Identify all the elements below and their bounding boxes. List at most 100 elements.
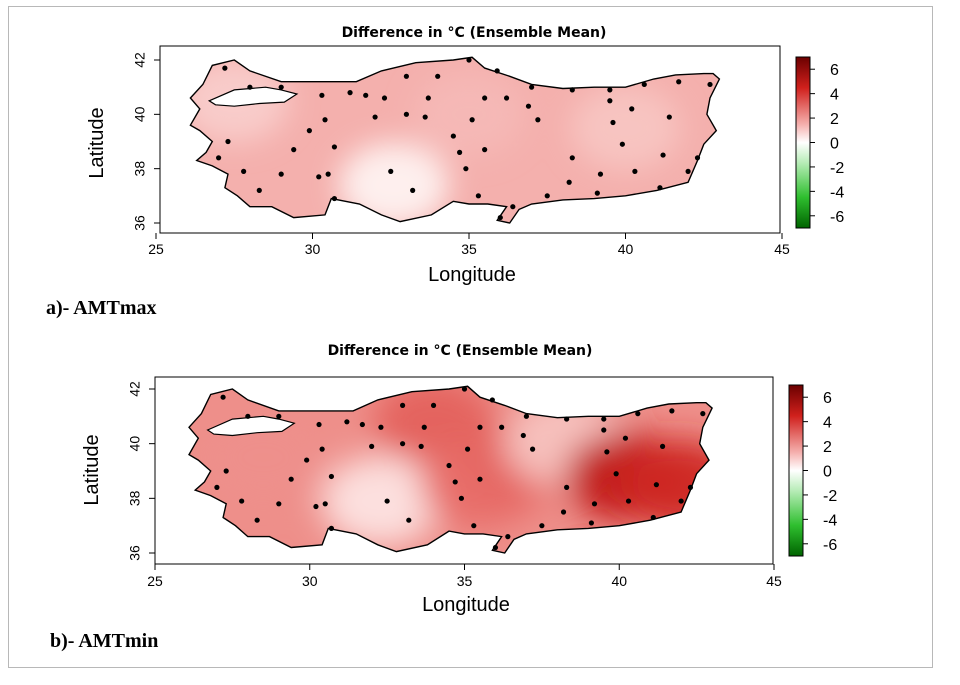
station-point	[403, 73, 409, 79]
station-point	[475, 193, 481, 199]
station-point	[694, 155, 701, 161]
y-tick-label: 42	[132, 52, 148, 68]
station-point	[469, 117, 475, 123]
colorbar-tick-label: 2	[823, 439, 832, 456]
station-point	[435, 73, 441, 79]
station-point	[505, 534, 511, 540]
station-point	[464, 446, 471, 452]
station-point	[458, 495, 465, 501]
station-point	[403, 111, 409, 117]
value-blob	[414, 72, 524, 157]
station-point	[418, 443, 424, 449]
station-point	[539, 523, 545, 529]
station-point	[363, 92, 369, 98]
station-point	[477, 476, 483, 482]
y-tick-label: 38	[127, 490, 143, 506]
station-point	[569, 87, 575, 93]
station-point	[653, 482, 659, 488]
station-point	[372, 114, 378, 120]
station-point	[319, 92, 325, 98]
station-point	[489, 397, 495, 403]
station-point	[629, 106, 635, 112]
station-point	[254, 517, 260, 523]
panel-caption: b)- AMTmin	[50, 630, 158, 652]
station-point	[492, 544, 499, 551]
station-point	[466, 57, 472, 63]
station-point	[678, 498, 684, 504]
x-tick-label: 45	[774, 241, 790, 257]
colorbar-tick-label: 4	[823, 415, 832, 432]
station-point	[641, 81, 647, 88]
station-point	[369, 443, 375, 449]
station-point	[610, 119, 616, 126]
station-point	[359, 421, 365, 428]
station-point	[276, 501, 282, 507]
station-point	[529, 446, 536, 452]
station-point	[304, 457, 310, 463]
x-tick-label: 25	[147, 573, 163, 589]
station-point	[529, 84, 535, 90]
station-point	[388, 168, 394, 174]
station-point	[463, 166, 469, 172]
station-point	[214, 484, 220, 490]
station-point	[700, 411, 706, 417]
colorbar: 6 4 2 0 -2 -4 -6	[788, 384, 837, 557]
station-point	[256, 187, 262, 193]
colorbar: 6 4 2 0 -2 -4 -6	[795, 56, 844, 229]
station-point	[622, 435, 629, 441]
y-tick-label: 36	[127, 545, 143, 561]
station-point	[384, 498, 390, 504]
station-point	[657, 185, 663, 191]
station-point	[607, 98, 613, 104]
station-point	[497, 214, 503, 221]
station-point	[410, 187, 416, 193]
colorbar-tick-label: -6	[830, 209, 844, 226]
station-point	[604, 449, 610, 455]
station-point	[601, 427, 607, 433]
y-tick-label: 36	[132, 215, 148, 231]
colorbar-tick-label: -2	[823, 488, 837, 505]
colorbar-tick-label: 6	[823, 390, 832, 407]
x-tick-label: 25	[148, 241, 164, 257]
station-point	[494, 68, 500, 74]
station-point	[328, 525, 335, 532]
x-tick-label: 35	[461, 241, 477, 257]
station-point	[239, 498, 245, 504]
station-point	[421, 424, 427, 430]
y-axis-label: Latitude	[86, 107, 108, 178]
station-point	[328, 473, 335, 480]
station-point	[669, 408, 675, 414]
station-point	[569, 155, 575, 161]
panel-amtmax: Difference in °C (Ensemble Mean) 25 30 35 4…	[46, 25, 844, 319]
country-outline	[188, 385, 713, 554]
station-point	[325, 171, 331, 177]
colorbar-tick-label: -4	[830, 184, 844, 201]
station-point	[613, 471, 619, 477]
station-point	[452, 479, 458, 485]
station-point	[319, 446, 325, 452]
station-point	[322, 501, 328, 507]
station-point	[400, 402, 406, 408]
station-point	[687, 484, 694, 490]
station-point	[316, 421, 322, 428]
station-point	[331, 195, 338, 202]
station-point	[446, 462, 452, 469]
colorbar-tick-label: 0	[830, 136, 839, 153]
station-point	[216, 155, 222, 161]
station-point	[288, 476, 294, 482]
station-point	[461, 386, 468, 392]
x-axis-ticks: 25 30 35 40 45	[147, 564, 782, 589]
station-point	[566, 179, 572, 185]
station-point	[625, 498, 632, 504]
y-axis-ticks: 36 38 40 42	[127, 381, 155, 561]
station-point	[222, 65, 228, 71]
colorbar-tick-label: -4	[823, 512, 837, 529]
colorbar-gradient	[788, 384, 804, 557]
station-point	[477, 424, 483, 430]
station-point	[347, 90, 353, 96]
station-point	[331, 144, 338, 150]
station-point	[594, 190, 600, 196]
station-point	[659, 443, 666, 449]
colorbar-tick-label: -6	[823, 537, 837, 554]
x-axis-label: Longitude	[428, 264, 516, 286]
